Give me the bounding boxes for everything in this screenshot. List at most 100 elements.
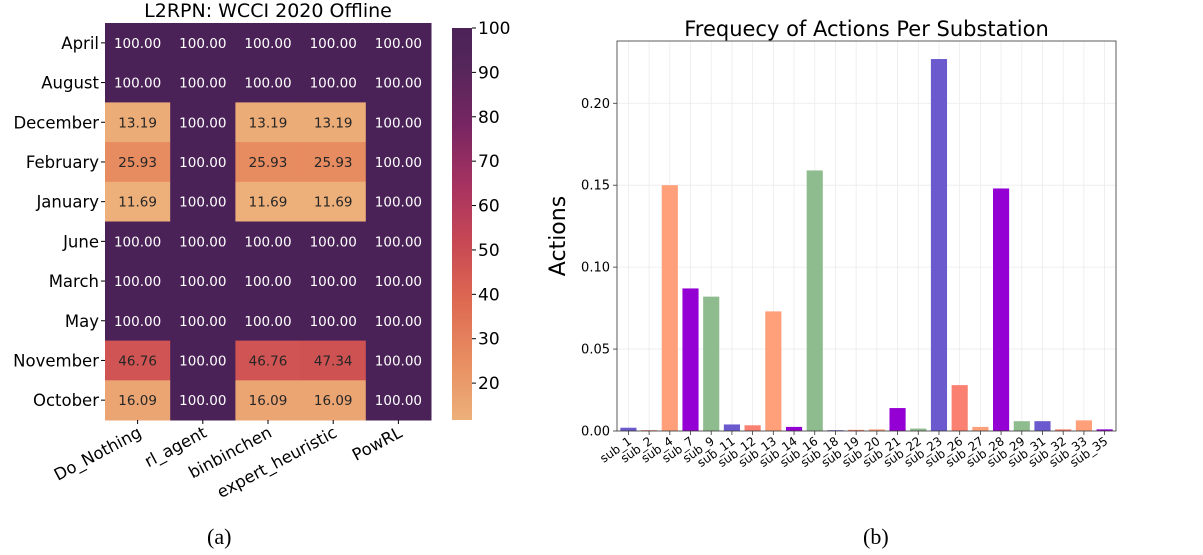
heatmap-cell bbox=[170, 23, 236, 64]
heatmap-col-label: Do_Nothing bbox=[51, 423, 145, 486]
heatmap-cell bbox=[300, 181, 367, 222]
caption-b: (b) bbox=[863, 524, 889, 549]
y-axis-label: Actions bbox=[546, 196, 571, 276]
colorbar-tick-label: 40 bbox=[478, 285, 500, 305]
bar bbox=[972, 426, 989, 431]
bar bbox=[723, 424, 740, 431]
heatmap-cell-label: 100.00 bbox=[375, 234, 422, 250]
colorbar-tick-label: 80 bbox=[478, 108, 500, 128]
heatmap-cell-label: 11.69 bbox=[314, 195, 353, 211]
heatmap-cell-label: 100.00 bbox=[179, 234, 226, 250]
bar bbox=[641, 430, 658, 431]
heatmap-cell bbox=[170, 142, 236, 183]
heatmap-cell-label: 100.00 bbox=[114, 314, 161, 330]
heatmap-cell bbox=[365, 142, 432, 183]
heatmap-title: L2RPN: WCCI 2020 Offline bbox=[144, 0, 392, 22]
bar bbox=[868, 429, 885, 431]
heatmap-cell-label: 100.00 bbox=[179, 274, 226, 290]
bar bbox=[682, 288, 699, 431]
heatmap-cell bbox=[300, 102, 367, 143]
heatmap-cell bbox=[365, 23, 432, 64]
heatmap-cell-label: 46.76 bbox=[249, 353, 288, 369]
colorbar-tick-label: 100 bbox=[478, 19, 510, 39]
heatmap-cell bbox=[235, 261, 302, 302]
heatmap-cell bbox=[170, 62, 236, 103]
heatmap-cell bbox=[365, 102, 432, 143]
bar bbox=[1055, 429, 1072, 431]
bar bbox=[1034, 421, 1051, 431]
y-tick-label: 0.10 bbox=[581, 261, 610, 276]
heatmap-cell bbox=[170, 221, 236, 262]
heatmap-row-label: October bbox=[33, 391, 99, 410]
heatmap-cell-label: 100.00 bbox=[375, 353, 422, 369]
heatmap-cell bbox=[365, 181, 432, 222]
heatmap-cell bbox=[365, 62, 432, 103]
bar-chart: 0.000.050.100.150.20sub_1sub_2sub_4sub_7… bbox=[546, 17, 1117, 470]
heatmap-cell-label: 100.00 bbox=[244, 234, 291, 250]
heatmap-row-label: March bbox=[49, 272, 99, 291]
heatmap-cell bbox=[170, 300, 236, 342]
heatmap-cell bbox=[105, 340, 171, 381]
bar bbox=[889, 408, 906, 431]
heatmap-cell bbox=[300, 221, 367, 262]
heatmap-cell bbox=[300, 300, 367, 342]
bar bbox=[661, 185, 678, 431]
heatmap-row-label: November bbox=[13, 351, 99, 370]
heatmap-cell-label: 16.09 bbox=[118, 393, 157, 409]
heatmap-cell-label: 100.00 bbox=[114, 76, 161, 92]
heatmap-cell bbox=[235, 142, 302, 183]
colorbar-tick-label: 30 bbox=[478, 330, 500, 350]
heatmap-cell bbox=[105, 181, 171, 222]
heatmap-cell-label: 100.00 bbox=[244, 274, 291, 290]
colorbar-tick-label: 60 bbox=[478, 197, 500, 217]
heatmap-row-label: June bbox=[62, 232, 99, 251]
heatmap-cell bbox=[300, 142, 367, 183]
bar bbox=[993, 188, 1010, 431]
bar bbox=[785, 426, 803, 431]
heatmap-row-label: February bbox=[26, 153, 99, 172]
heatmap-cell bbox=[105, 300, 171, 342]
heatmap-cell-label: 25.93 bbox=[249, 155, 288, 171]
heatmap-col-label: expert_heuristic bbox=[214, 423, 341, 503]
heatmap-cell-label: 25.93 bbox=[314, 155, 353, 171]
heatmap-cell bbox=[365, 380, 432, 421]
bar bbox=[703, 296, 720, 431]
bar bbox=[620, 427, 637, 431]
heatmap-cell bbox=[170, 380, 236, 421]
heatmap-cell bbox=[105, 221, 171, 262]
heatmap-cell-label: 100.00 bbox=[179, 195, 226, 211]
heatmap-cell-label: 100.00 bbox=[244, 314, 291, 330]
bar bbox=[744, 425, 761, 431]
heatmap-cell bbox=[300, 340, 367, 381]
heatmap-cell-label: 100.00 bbox=[114, 234, 161, 250]
heatmap-cell-label: 100.00 bbox=[114, 36, 161, 52]
heatmap-cell-label: 13.19 bbox=[118, 115, 157, 131]
bar bbox=[910, 428, 927, 431]
heatmap-cell bbox=[105, 23, 171, 64]
heatmap-cell-label: 100.00 bbox=[179, 115, 226, 131]
heatmap-cell-label: 13.19 bbox=[249, 115, 288, 131]
heatmap-cell bbox=[170, 261, 236, 302]
heatmap-cell-label: 100.00 bbox=[375, 76, 422, 92]
heatmap-cell bbox=[365, 261, 432, 302]
heatmap-cell-label: 100.00 bbox=[310, 274, 357, 290]
heatmap-cell bbox=[235, 102, 302, 143]
heatmap-cell-label: 47.34 bbox=[314, 353, 353, 369]
heatmap-cell bbox=[170, 340, 236, 381]
caption-a: (a) bbox=[207, 524, 232, 549]
heatmap-cell bbox=[235, 340, 302, 381]
heatmap-row-label: January bbox=[35, 193, 99, 212]
heatmap-cell-label: 11.69 bbox=[249, 195, 288, 211]
heatmap-cell bbox=[300, 23, 367, 64]
heatmap-cell-label: 100.00 bbox=[310, 36, 357, 52]
heatmap-cell bbox=[105, 261, 171, 302]
heatmap-cell-label: 46.76 bbox=[118, 353, 157, 369]
heatmap-cell-label: 100.00 bbox=[244, 36, 291, 52]
heatmap-cell bbox=[170, 181, 236, 222]
heatmap-cell bbox=[105, 380, 171, 421]
heatmap-cell-label: 100.00 bbox=[179, 353, 226, 369]
heatmap-cell bbox=[365, 340, 432, 381]
heatmap-cell bbox=[300, 261, 367, 302]
heatmap-cell bbox=[365, 300, 432, 342]
heatmap-cell-label: 100.00 bbox=[375, 393, 422, 409]
